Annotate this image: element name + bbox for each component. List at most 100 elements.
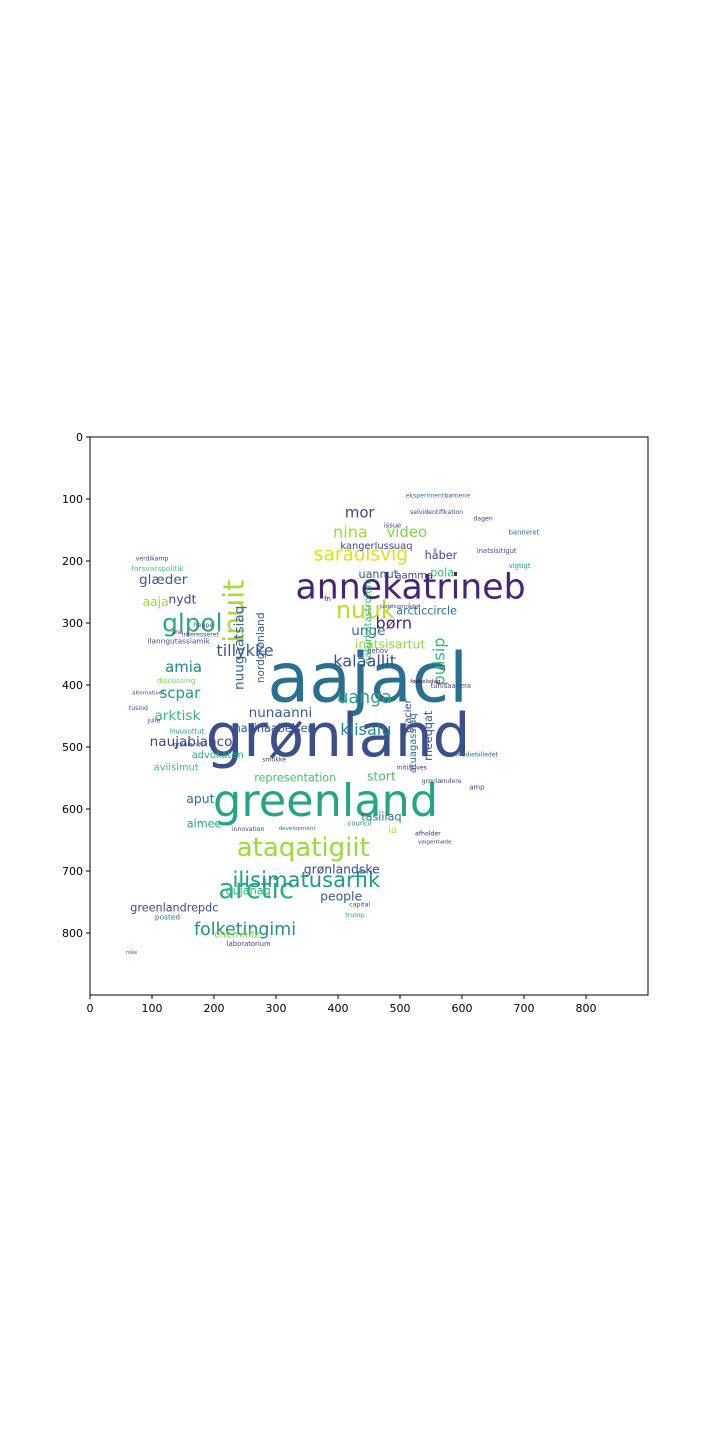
- word: unge: [351, 623, 385, 639]
- word: børn: [375, 614, 412, 633]
- word: kalaallit: [333, 651, 396, 670]
- word: aviisimut: [154, 763, 199, 774]
- word: dagen: [473, 515, 492, 522]
- word: amia: [165, 658, 202, 676]
- word: puisip: [430, 637, 449, 685]
- word: eksperimentbørnene: [406, 492, 471, 499]
- y-tick-label: 400: [62, 679, 83, 692]
- word: maliinaabelsen: [230, 722, 315, 735]
- word: representation: [254, 772, 336, 785]
- word: nina: [333, 522, 368, 541]
- word: behov: [367, 647, 388, 655]
- word: nuugaatsiaq: [231, 606, 247, 690]
- word: arctic: [218, 874, 294, 905]
- y-tick-label: 200: [62, 555, 83, 568]
- word: inatsisartut: [355, 637, 425, 652]
- word: kangerlussuaq: [340, 541, 412, 552]
- word: heppe: [194, 622, 214, 629]
- word: glacier: [403, 698, 414, 732]
- word: greenland: [213, 775, 438, 827]
- word: laboratorium: [227, 940, 271, 948]
- word: smukke: [262, 757, 286, 764]
- word: mediebilledet: [456, 752, 499, 759]
- word: justitsområdet: [379, 603, 421, 610]
- word: afholder: [415, 830, 441, 837]
- word: trump: [345, 912, 364, 919]
- word: tasiilaq: [361, 811, 401, 824]
- word: pola: [430, 566, 454, 579]
- word: issue: [384, 522, 401, 530]
- word: saraolsvig: [314, 544, 408, 565]
- word: tunisaanera: [431, 682, 472, 690]
- word: aimee: [187, 817, 222, 830]
- word: greenlandrepdc: [130, 902, 218, 915]
- word: capital: [349, 902, 370, 909]
- word: nydt: [168, 591, 196, 606]
- word: verdikamp: [136, 556, 169, 563]
- word: tillykke: [216, 641, 273, 660]
- word: grønland: [206, 702, 471, 771]
- word: chemnitz: [214, 929, 259, 940]
- word: uanga: [337, 688, 391, 708]
- word: glæder: [139, 572, 188, 588]
- word: atuagassiaq: [408, 713, 419, 773]
- word: arcticcircle: [396, 605, 457, 618]
- word: innovation: [232, 826, 265, 833]
- word: håber: [425, 549, 458, 562]
- word: selvidentifikation: [410, 509, 463, 516]
- word: advokaten: [192, 750, 244, 761]
- word: julie: [146, 717, 160, 724]
- word: ia: [388, 825, 397, 836]
- word-layer: aajaclgrønlandgreenlandannekatrinebarcti…: [126, 492, 540, 955]
- y-tick-label: 500: [62, 741, 83, 754]
- word: inatsisitigut: [477, 547, 517, 555]
- word: aamma: [396, 570, 433, 581]
- word: inuusuttut: [169, 728, 204, 736]
- x-tick-label: 0: [87, 1002, 94, 1015]
- word: nuuk: [336, 596, 395, 624]
- word: people: [320, 888, 362, 903]
- word: grønlandsk: [173, 742, 208, 749]
- y-tick-label: 0: [76, 431, 83, 444]
- word: ilanngutassiamik: [147, 636, 210, 645]
- x-tick-label: 200: [204, 1002, 225, 1015]
- word: nunaanni: [249, 705, 313, 721]
- word: nordgrønland: [255, 612, 267, 683]
- word: ataqatigiit: [237, 833, 370, 863]
- x-axis: 0 100 200 300 400 500 600 700 800: [87, 995, 597, 1015]
- y-tick-label: 700: [62, 865, 83, 878]
- word: nike: [126, 950, 138, 956]
- x-tick-label: 800: [576, 1002, 597, 1015]
- word: naturkatastrofen: [363, 582, 374, 665]
- y-axis: 0 100 200 300 400 500 600 700 800: [62, 431, 90, 940]
- y-tick-label: 800: [62, 927, 83, 940]
- word: fn: [324, 595, 331, 603]
- x-tick-label: 500: [390, 1002, 411, 1015]
- word: mor: [345, 504, 376, 522]
- word: stort: [367, 769, 396, 784]
- word: council: [348, 819, 372, 827]
- word: video: [386, 523, 427, 541]
- word: glpol: [162, 609, 222, 638]
- word: banneret: [509, 528, 540, 536]
- x-tick-label: 400: [328, 1002, 349, 1015]
- word: aaja: [143, 594, 169, 609]
- word: annekatrineb: [295, 568, 525, 608]
- word: development: [279, 826, 317, 832]
- word: kiisalu: [340, 720, 391, 739]
- x-tick-label: 700: [514, 1002, 535, 1015]
- x-tick-label: 300: [266, 1002, 287, 1015]
- word: inuit: [217, 580, 250, 643]
- word: tusind: [129, 705, 148, 712]
- word: arktisk: [154, 708, 200, 724]
- word: aajacl: [267, 639, 468, 718]
- word: interesseret: [182, 631, 220, 638]
- word: folketingimi: [194, 920, 296, 940]
- word: uannut: [358, 568, 398, 581]
- word: posted: [155, 912, 181, 921]
- y-tick-label: 100: [62, 493, 83, 506]
- word: amp: [469, 783, 484, 791]
- word: discussing: [157, 676, 196, 685]
- word: naujabianco: [150, 734, 233, 750]
